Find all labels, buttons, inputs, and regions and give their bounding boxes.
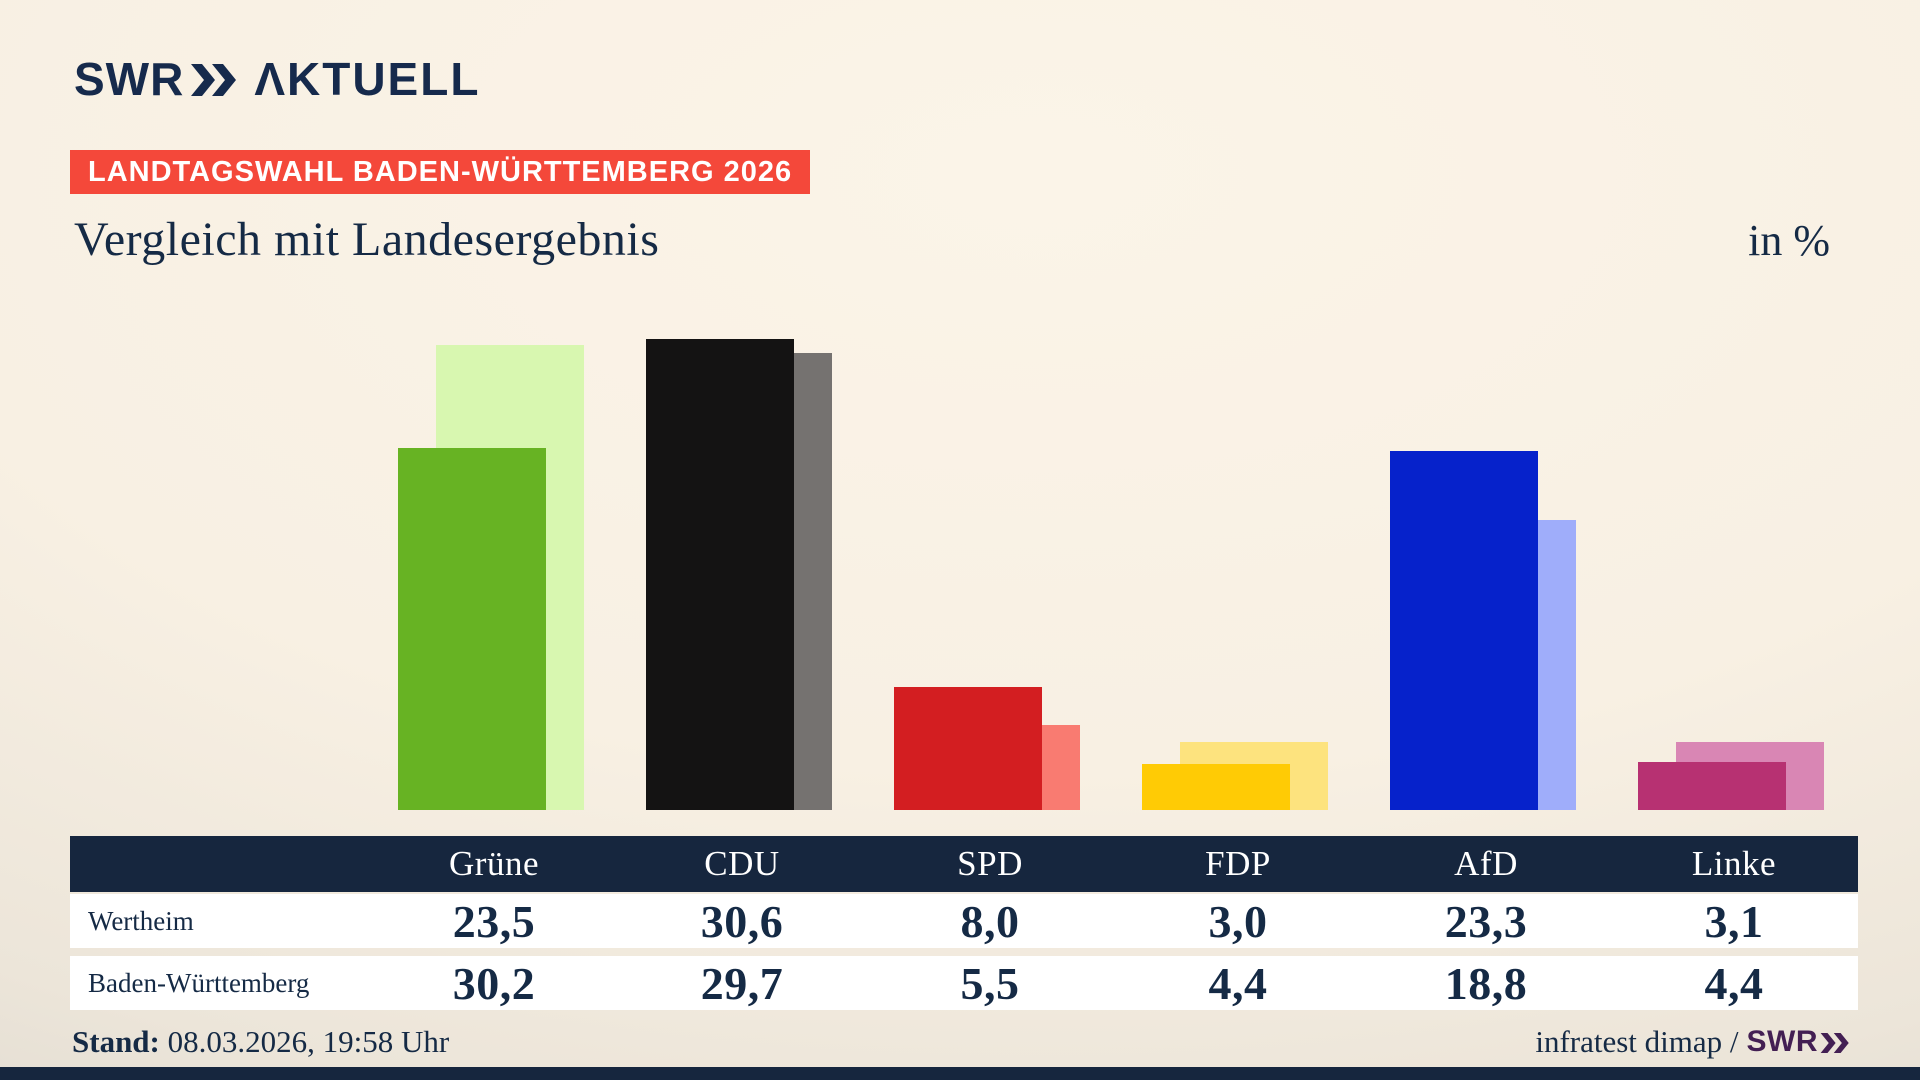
table-cell: 30,6	[700, 895, 784, 947]
timestamp: Stand: 08.03.2026, 19:58 Uhr	[72, 1024, 449, 1060]
title-row: Vergleich mit Landesergebnis in %	[74, 212, 1830, 267]
bar-chart	[370, 0, 1858, 810]
table-cell: 8,0	[960, 895, 1020, 947]
election-badge: LANDTAGSWAHL BADEN-WÜRTTEMBERG 2026	[70, 150, 811, 194]
bar-wertheim	[398, 448, 546, 810]
bar-group-afd	[1362, 0, 1610, 810]
stand-value: 08.03.2026, 19:58 Uhr	[167, 1024, 450, 1059]
table-cell: 3,1	[1704, 895, 1764, 947]
bar-group-linke	[1610, 0, 1858, 810]
bar-wertheim	[646, 339, 794, 810]
table-row: Baden-Württemberg 30,2 29,7 5,5 4,4 18,8 4,4	[70, 956, 1858, 1010]
logo-aktuell-text: ΛKTUELL	[254, 53, 481, 105]
footer: Stand: 08.03.2026, 19:58 Uhr infratest d…	[72, 1024, 1850, 1060]
row-label: Baden-Württemberg	[88, 967, 310, 998]
table-cell: 23,3	[1444, 895, 1528, 947]
row-label: Wertheim	[88, 905, 194, 936]
bar-wertheim	[894, 687, 1042, 810]
table-cell: 4,4	[1208, 957, 1268, 1009]
column-header-linke: Linke	[1691, 844, 1777, 883]
bar-group-fdp	[1114, 0, 1362, 810]
table-cell: 30,2	[452, 957, 536, 1009]
double-chevron-icon	[190, 64, 238, 96]
table-cell: 23,5	[452, 895, 536, 947]
bar-wertheim	[1390, 451, 1538, 810]
column-header-afd: AfD	[1454, 844, 1518, 883]
table-header-row: Grüne CDU SPD FDP AfD Linke	[70, 836, 1858, 892]
column-header-grne: Grüne	[449, 844, 539, 883]
source-text: infratest dimap /	[1535, 1024, 1739, 1059]
table-cell: 18,8	[1444, 957, 1528, 1009]
table-row: Wertheim 23,5 30,6 8,0 3,0 23,3 3,1	[70, 894, 1858, 948]
bar-wertheim	[1142, 764, 1290, 810]
stand-label: Stand:	[72, 1024, 160, 1059]
swr-aktuell-logo: SWR ΛKTUELL	[74, 52, 480, 106]
table-cell: 29,7	[700, 957, 784, 1009]
bottom-bar	[0, 1067, 1920, 1080]
source-credit: infratest dimap / SWR	[1535, 1024, 1850, 1060]
table-cell: 4,4	[1704, 957, 1764, 1009]
bar-group-grne	[370, 0, 618, 810]
bar-group-spd	[866, 0, 1114, 810]
bar-group-cdu	[618, 0, 866, 810]
unit-label: in %	[1748, 216, 1830, 265]
swr-source-text: SWR	[1746, 1025, 1818, 1058]
swr-source-logo: SWR	[1747, 1025, 1851, 1059]
bar-wertheim	[1638, 762, 1786, 810]
table-cell: 5,5	[960, 957, 1020, 1009]
results-table: Grüne CDU SPD FDP AfD Linke Wertheim 23,5 30,6 8…	[70, 836, 1858, 1010]
column-header-spd: SPD	[957, 844, 1023, 883]
table-cell: 3,0	[1208, 895, 1268, 947]
double-chevron-icon	[1820, 1033, 1850, 1053]
column-header-cdu: CDU	[704, 844, 780, 883]
column-header-fdp: FDP	[1205, 844, 1271, 883]
page-title: Vergleich mit Landesergebnis	[74, 213, 660, 266]
logo-swr-text: SWR	[74, 53, 185, 105]
table-header-spacer	[70, 836, 370, 892]
